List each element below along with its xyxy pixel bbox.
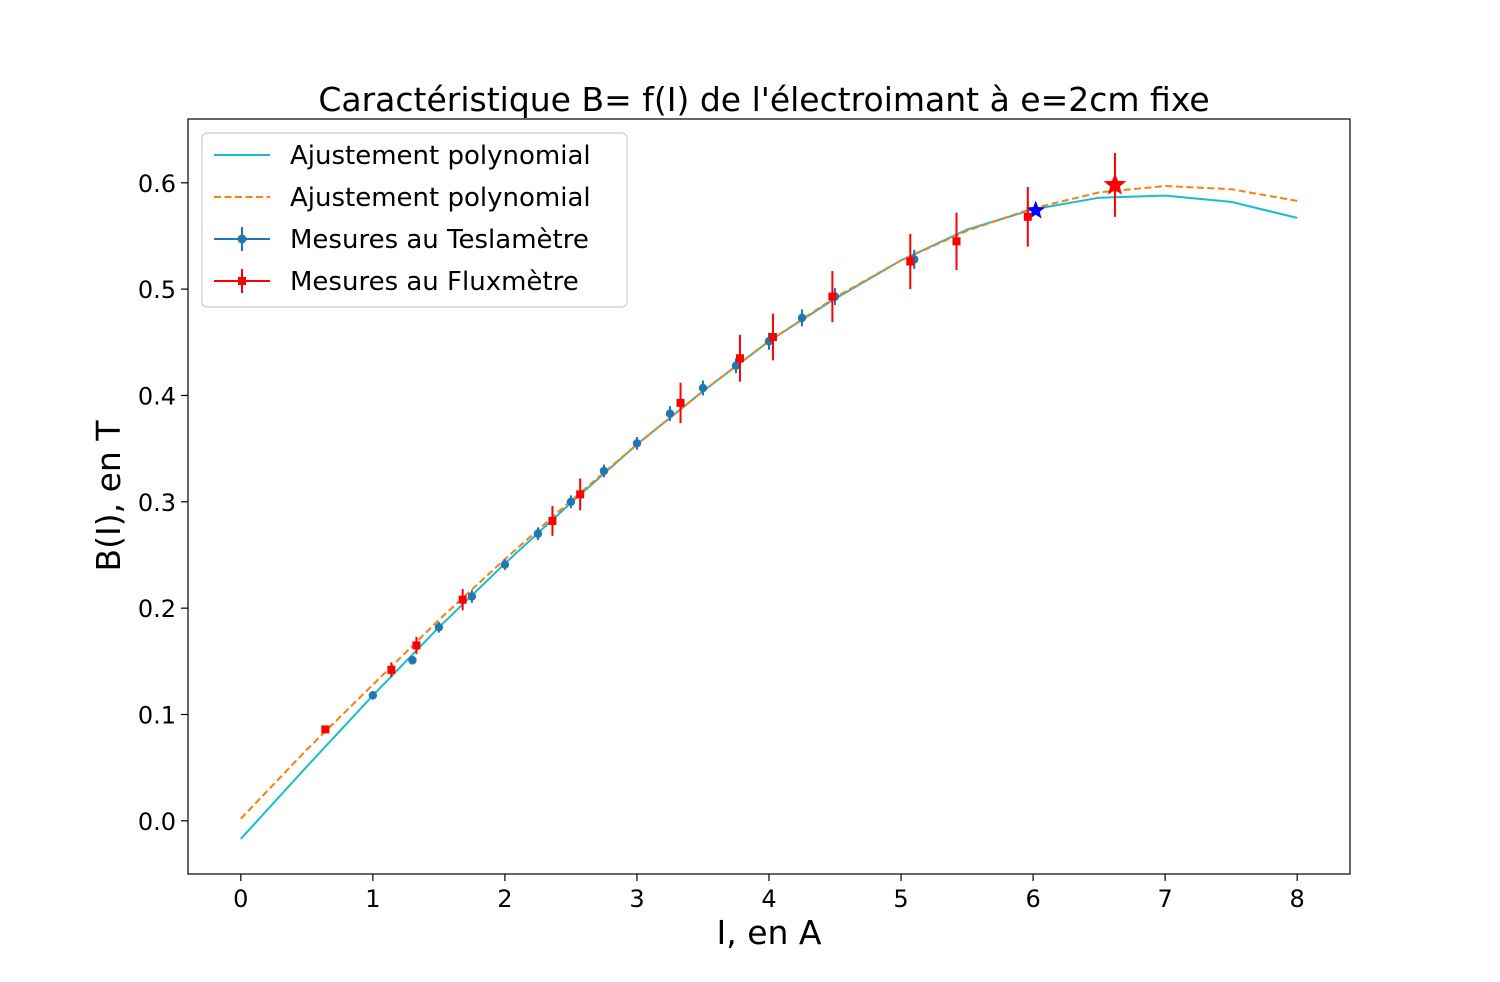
legend-label: Mesures au Teslamètre — [290, 225, 589, 255]
x-tick-label: 1 — [365, 885, 380, 913]
y-tick-label: 0.5 — [138, 276, 176, 304]
data-point — [576, 490, 585, 499]
data-point — [698, 383, 708, 393]
y-tick-label: 0.2 — [138, 595, 176, 623]
data-point — [906, 257, 915, 266]
x-tick-label: 3 — [629, 885, 644, 913]
x-tick-label: 5 — [893, 885, 908, 913]
x-tick-label: 8 — [1290, 885, 1305, 913]
data-point — [467, 592, 477, 601]
x-tick-label: 2 — [497, 885, 512, 913]
y-tick-label: 0.6 — [138, 170, 176, 198]
data-point — [387, 665, 396, 674]
data-point — [599, 466, 609, 476]
data-point — [632, 439, 642, 448]
plot-area: 0 1 2 3 4 5 6 7 8 0.0 0.1 0.2 0.3 0.4 0.5 0.6 — [138, 118, 1351, 913]
data-point — [952, 237, 961, 246]
x-tick-label: 6 — [1025, 885, 1040, 913]
legend-item: Ajustement polynomial — [214, 183, 591, 213]
data-point — [731, 361, 741, 370]
data-point — [533, 529, 543, 538]
legend-label: Ajustement polynomial — [290, 141, 591, 171]
y-axis-ticks: 0.0 0.1 0.2 0.3 0.4 0.5 0.6 — [138, 170, 188, 836]
x-tick-label: 0 — [233, 885, 248, 913]
data-points — [321, 153, 1127, 734]
data-point — [321, 725, 330, 734]
legend-label: Ajustement polynomial — [290, 183, 591, 213]
star-marker — [1103, 172, 1127, 195]
legend-item: Mesures au Teslamètre — [214, 225, 589, 255]
y-tick-label: 0.1 — [138, 701, 176, 729]
data-point — [368, 691, 378, 700]
legend-label: Mesures au Fluxmètre — [290, 267, 579, 297]
data-point — [768, 332, 777, 341]
data-point — [412, 641, 421, 650]
data-point — [434, 623, 444, 632]
legend: Ajustement polynomial Ajustement polynomi… — [201, 132, 628, 308]
legend-box — [201, 132, 628, 308]
series-fluxmetre — [321, 153, 1127, 734]
star-marker — [1026, 200, 1046, 219]
x-tick-label: 7 — [1157, 885, 1172, 913]
y-tick-label: 0.3 — [138, 489, 176, 517]
y-tick-label: 0.0 — [138, 808, 176, 836]
data-point — [676, 398, 685, 407]
legend-swatch-marker — [237, 234, 247, 244]
data-point — [408, 656, 417, 665]
x-tick-label: 4 — [761, 885, 776, 913]
chart-title: Caractéristique B= f(I) de l'électroiman… — [318, 80, 1209, 119]
legend-item: Mesures au Fluxmètre — [214, 267, 579, 297]
y-tick-label: 0.4 — [138, 382, 176, 410]
data-point — [548, 516, 557, 525]
x-axis-ticks: 0 1 2 3 4 5 6 7 8 — [233, 874, 1305, 913]
data-point — [566, 497, 576, 507]
data-point — [797, 313, 807, 323]
data-point — [735, 354, 744, 363]
x-axis-label: I, en A — [717, 913, 822, 952]
legend-item: Ajustement polynomial — [214, 141, 591, 171]
data-point — [828, 292, 837, 301]
y-axis-label: B(I), en T — [89, 420, 128, 572]
data-point — [665, 409, 675, 418]
legend-swatch-marker — [238, 277, 246, 285]
data-point — [458, 595, 467, 604]
data-point — [500, 560, 510, 569]
data-point — [1023, 212, 1032, 221]
